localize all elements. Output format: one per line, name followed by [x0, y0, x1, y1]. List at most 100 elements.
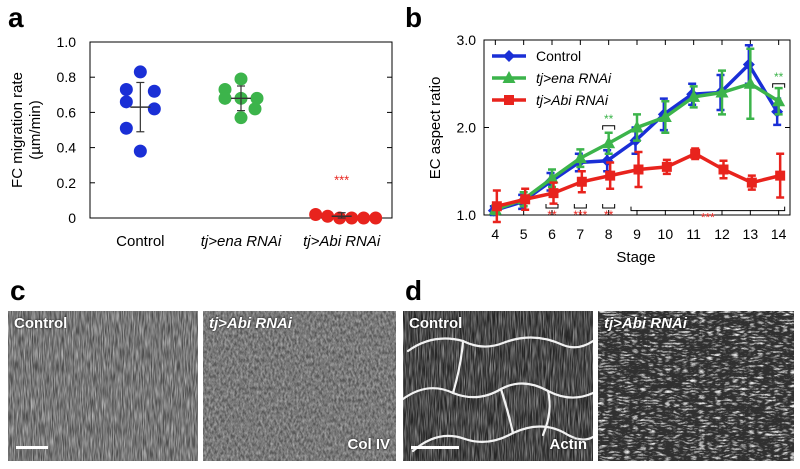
chart-b-significance-bracket: [602, 125, 616, 130]
chart-b-xtick-label: 11: [686, 226, 701, 242]
chart-b-significance-bracket: [602, 204, 616, 209]
chart-b-point: [687, 89, 701, 102]
chart-b-significance: **: [604, 208, 614, 222]
chart-a-point: [133, 65, 147, 79]
chart-b-point: [772, 94, 786, 107]
micrograph-d-abi: tj>Abi RNAi: [598, 311, 794, 461]
micrograph-d-stain-label: Actin: [549, 436, 588, 453]
chart-b-xlabel: Stage: [616, 249, 655, 266]
chart-a-xtick-label: Control: [116, 233, 164, 250]
chart-b-point: [775, 170, 786, 181]
chart-b-point: [548, 188, 559, 199]
chart-b-legend-label: Control: [536, 48, 581, 64]
chart-b-point: [718, 164, 729, 175]
chart-a-point: [133, 144, 147, 158]
chart-b-legend-marker: [502, 71, 516, 83]
chart-b-significance-bracket: [545, 204, 559, 209]
chart-a-significance: ***: [334, 173, 349, 188]
chart-b-xtick-label: 9: [633, 226, 641, 242]
chart-b-legend-marker: [504, 95, 514, 105]
chart-b-xtick-label: 8: [605, 226, 613, 242]
micrograph-texture: [403, 311, 593, 461]
chart-a-ytick-label: 0.2: [57, 175, 77, 191]
micrograph-d-abi-label: tj>Abi RNAi: [604, 315, 687, 332]
chart-b-significance: ***: [573, 208, 587, 222]
chart-a-point: [147, 102, 161, 116]
chart-b-ylabel: EC aspect ratio: [427, 77, 444, 180]
chart-b-xtick-label: 13: [743, 226, 759, 242]
micrograph-d-control-label: Control: [409, 315, 463, 332]
chart-b-significance: **: [604, 112, 614, 126]
chart-b-point: [715, 85, 729, 98]
chart-b-point: [743, 76, 757, 89]
chart-b-xtick-label: 10: [658, 226, 674, 242]
chart-b-significance: ***: [701, 211, 715, 225]
chart-b-xtick-label: 12: [714, 226, 730, 242]
chart-a-point: [250, 91, 264, 105]
chart-b-legend-marker: [503, 50, 515, 62]
panel-letter-d: d: [405, 275, 423, 306]
chart-a-ylabel-line2: (µm/min): [27, 100, 44, 159]
panel-letter-b: b: [405, 2, 423, 33]
chart-b-significance-bracket: [772, 83, 786, 88]
chart-a-xtick-label: tj>Abi RNAi: [303, 233, 381, 250]
chart-b-point: [576, 176, 587, 187]
chart-b-xtick-label: 14: [771, 226, 787, 242]
chart-b-point: [602, 136, 616, 149]
chart-b-xtick-label: 6: [548, 226, 556, 242]
chart-b-point: [661, 161, 672, 172]
chart-b-point: [491, 201, 502, 212]
chart-a-point: [119, 83, 133, 97]
micrograph-c-control-label: Control: [14, 315, 68, 332]
chart-b-xtick-label: 4: [491, 226, 499, 242]
chart-a-point: [218, 91, 232, 105]
scale-bar: [16, 446, 48, 449]
micrograph-c-abi: tj>Abi RNAi Col IV: [203, 311, 396, 461]
chart-a-point: [369, 211, 383, 225]
chart-a-point: [234, 111, 248, 125]
chart-a-ylabel-line1: FC migration rate: [9, 72, 26, 188]
chart-b-point: [520, 194, 531, 205]
chart-a-ytick-label: 0.8: [57, 69, 77, 85]
chart-a-point: [357, 211, 371, 225]
chart-b-ytick-label: 3.0: [457, 32, 477, 48]
micrograph-c-abi-label: tj>Abi RNAi: [209, 315, 292, 332]
chart-a-ytick-label: 0.6: [57, 104, 77, 120]
micrograph-c-stain-label: Col IV: [347, 436, 390, 453]
chart-b-point: [658, 110, 672, 122]
chart-a-frame: [89, 41, 393, 219]
micrograph-texture: [598, 311, 794, 461]
micrograph-d-control: Control Actin: [403, 311, 593, 461]
panel-letter-a: a: [8, 2, 24, 33]
chart-b-significance-bracket: [573, 204, 587, 209]
chart-a-point: [309, 207, 323, 221]
chart-b-aspect-ratio: 1.0 2.0 3.0 4 5 6 7 8 9 10 11 12 13 14 Control tj>ena …: [427, 32, 791, 266]
scale-bar: [411, 446, 459, 449]
chart-b-significance: **: [774, 70, 784, 84]
chart-b-xtick-label: 7: [576, 226, 584, 242]
chart-b-xtick-label: 5: [520, 226, 528, 242]
chart-b-point: [742, 58, 755, 71]
chart-b-point: [746, 177, 757, 188]
chart-b-ytick-label: 2.0: [457, 120, 477, 136]
chart-a-point: [234, 72, 248, 86]
chart-b-legend-label: tj>ena RNAi: [536, 70, 612, 86]
chart-a-point: [345, 211, 359, 225]
micrograph-texture: [8, 311, 198, 461]
micrograph-texture: [203, 311, 396, 461]
chart-a-ytick-label: 1.0: [57, 34, 77, 50]
chart-b-point: [545, 171, 559, 184]
chart-b-point: [601, 154, 614, 167]
chart-a-ytick-label: 0.4: [57, 140, 77, 156]
chart-b-significance: **: [547, 208, 557, 222]
panel-letter-c: c: [10, 275, 26, 306]
chart-b-significance-bracket: [630, 206, 786, 212]
chart-a-point: [147, 84, 161, 98]
chart-b-point: [573, 151, 587, 164]
chart-b-legend-label: tj>Abi RNAi: [536, 92, 609, 108]
chart-b-point: [605, 170, 616, 181]
micrograph-c-control: Control: [8, 311, 198, 461]
chart-a-point: [321, 209, 335, 223]
chart-a-point: [248, 102, 262, 116]
chart-b-point: [690, 148, 701, 159]
